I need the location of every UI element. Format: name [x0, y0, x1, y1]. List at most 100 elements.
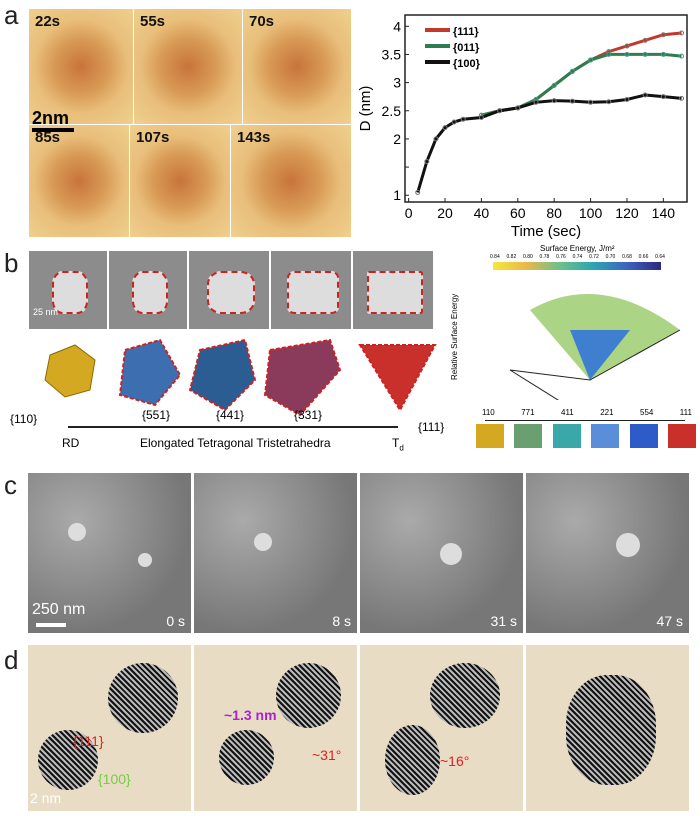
data-point: [660, 94, 666, 100]
path-labels: 110 771 411 221 554 111: [482, 408, 692, 417]
axis-right-label: Td: [392, 436, 404, 453]
path-line: [485, 420, 685, 421]
colorbar-tick: 0.74: [572, 254, 583, 260]
hrtem-frame: ~1.3 nm ~31°: [194, 645, 357, 811]
hrtem-frame: ~16°: [360, 645, 523, 811]
data-point: [551, 82, 557, 88]
panel-label-d: d: [4, 645, 19, 675]
data-point: [415, 189, 421, 195]
scale-bar-label: 2 nm: [30, 790, 62, 806]
facet-331: {331}: [294, 408, 323, 422]
x-tick-label: 100: [579, 205, 603, 221]
x-tick-label: 140: [652, 205, 676, 221]
tem-frame: 31 s: [360, 473, 523, 633]
frame-time: 55s: [140, 13, 166, 30]
colorbar-tick: 0.70: [605, 254, 616, 260]
energy-surface: [509, 294, 681, 400]
data-point: [478, 115, 484, 121]
data-point: [569, 68, 575, 74]
data-point: [588, 57, 594, 63]
path-label: 411: [561, 408, 574, 417]
distance-label: ~1.3 nm: [224, 707, 277, 723]
data-point: [624, 96, 630, 102]
shape-models: [44, 338, 437, 417]
data-point: [515, 105, 521, 111]
energy-title: Surface Energy, J/m²: [540, 244, 615, 253]
colorbar-tick: 0.68: [622, 254, 632, 260]
y-tick-label: 3.5: [382, 46, 402, 62]
path-shapes: [476, 424, 696, 448]
data-point: [606, 51, 612, 57]
tem-frame: 0 s 250 nm: [28, 473, 191, 633]
legend-label: {111}: [453, 26, 479, 38]
data-point: [679, 30, 685, 36]
path-label: 221: [600, 408, 614, 417]
tem-image: [188, 250, 270, 330]
path-label: 771: [521, 408, 535, 417]
data-point: [642, 37, 648, 43]
colorbar-tick: 0.84: [490, 254, 500, 260]
facet-551: {551}: [142, 408, 171, 422]
colorbar-tick: 0.78: [539, 254, 550, 260]
axis-line: [68, 426, 398, 428]
tem-frame: 55s: [133, 8, 243, 125]
growth-chart: 0 20 40 60 80 100 120 140 1 2 2.5 3 3.5 4 Time (sec) D …: [357, 14, 688, 240]
x-tick-label: 120: [615, 205, 639, 221]
colorbar-tick: 0.80: [523, 254, 533, 260]
colorbar-tick: 0.64: [655, 254, 665, 260]
data-point: [451, 119, 457, 125]
tem-frame: 8 s: [194, 473, 357, 633]
x-tick-label: 0: [405, 205, 413, 221]
scale-bar-label: 250 nm: [32, 601, 86, 618]
panel-label-b: b: [4, 248, 19, 278]
path-label: 111: [679, 408, 692, 417]
frame-time: 70s: [249, 13, 275, 30]
scale-bar-label: 2nm: [32, 108, 70, 128]
tem-image: 25 nm: [28, 250, 108, 330]
scale-bar-label: 25 nm: [33, 307, 59, 317]
x-tick-label: 20: [437, 205, 453, 221]
colorbar-tick: 0.82: [506, 254, 517, 260]
angle-label: ~16°: [440, 753, 470, 769]
x-axis-label: Time (sec): [511, 223, 581, 240]
y-axis-label: D (nm): [357, 86, 374, 132]
y-tick-label: 2: [393, 131, 401, 147]
data-point: [624, 51, 630, 57]
panel-label-c: c: [4, 470, 17, 500]
facet-111-label: {111}: [73, 733, 104, 749]
data-point: [497, 108, 503, 114]
tem-image: [270, 250, 352, 330]
scale-bar: [32, 128, 74, 132]
data-point: [442, 125, 448, 131]
plot-frame: [404, 14, 688, 203]
colorbar-tick: 0.76: [556, 254, 566, 260]
facet-111: {111}: [418, 420, 445, 434]
axis-mid-label: Elongated Tetragonal Tristetrahedra: [140, 436, 331, 450]
y-tick-label: 2.5: [382, 103, 402, 119]
data-point: [460, 116, 466, 122]
legend-label: {100}: [453, 58, 481, 70]
data-point: [606, 99, 612, 105]
data-point: [642, 51, 648, 57]
facet-110: {110}: [10, 412, 38, 426]
data-point: [660, 32, 666, 38]
tem-frame: 22s: [28, 8, 134, 125]
angle-label: ~31°: [312, 747, 342, 763]
tem-frame: 70s: [242, 8, 352, 125]
path-label: 110: [482, 408, 495, 417]
x-tick-label: 80: [546, 205, 562, 221]
hrtem-frame: [526, 645, 689, 811]
tem-image: [108, 250, 188, 330]
data-point: [588, 99, 594, 105]
frame-time: 107s: [136, 129, 170, 146]
y-tick-label: 3: [393, 75, 401, 91]
x-tick-label: 40: [474, 205, 490, 221]
axis-left-label: RD: [62, 436, 80, 450]
panel-label-a: a: [4, 0, 19, 30]
tem-frame: 107s: [129, 124, 231, 238]
tem-frame: 143s: [230, 124, 352, 238]
y-tick-label: 1: [393, 187, 401, 203]
data-point: [660, 51, 666, 57]
tem-frame: 85s: [28, 124, 130, 238]
